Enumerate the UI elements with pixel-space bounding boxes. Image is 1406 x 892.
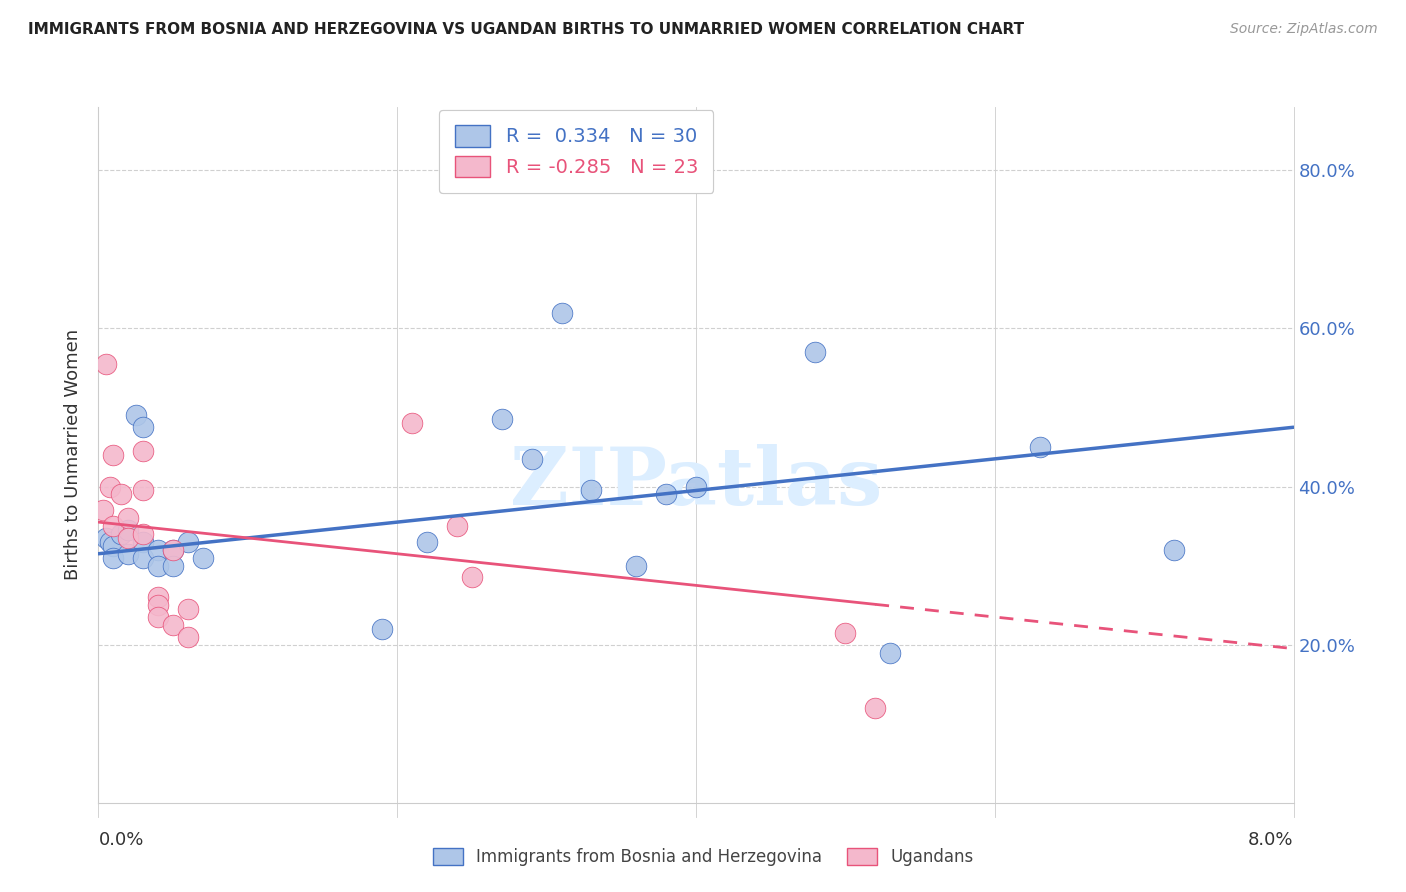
Point <box>110 527 132 541</box>
Point <box>863 701 886 715</box>
Point <box>91 503 114 517</box>
Point <box>98 479 122 493</box>
Point <box>162 558 184 573</box>
Point <box>371 622 394 636</box>
Text: 0.0%: 0.0% <box>98 830 143 848</box>
Y-axis label: Births to Unmarried Women: Births to Unmarried Women <box>63 329 82 581</box>
Text: Source: ZipAtlas.com: Source: ZipAtlas.com <box>1230 22 1378 37</box>
Point <box>685 479 707 493</box>
Point <box>94 531 117 545</box>
Point <box>125 409 148 423</box>
Point <box>177 602 200 616</box>
Point <box>1028 440 1050 454</box>
Point <box>879 646 901 660</box>
Point <box>401 417 423 431</box>
Point <box>110 487 132 501</box>
Point <box>177 534 200 549</box>
Point <box>117 547 139 561</box>
Point <box>103 539 125 553</box>
Legend: R =  0.334   N = 30, R = -0.285   N = 23: R = 0.334 N = 30, R = -0.285 N = 23 <box>440 110 713 193</box>
Point <box>132 534 155 549</box>
Text: 8.0%: 8.0% <box>1249 830 1294 848</box>
Point <box>1163 542 1185 557</box>
Point <box>446 519 468 533</box>
Point <box>191 550 214 565</box>
Point <box>117 511 139 525</box>
Point <box>148 558 170 573</box>
Point <box>132 483 155 498</box>
Point <box>162 542 184 557</box>
Point <box>550 305 572 319</box>
Point <box>132 527 155 541</box>
Point <box>804 345 827 359</box>
Point <box>132 550 155 565</box>
Text: IMMIGRANTS FROM BOSNIA AND HERZEGOVINA VS UGANDAN BIRTHS TO UNMARRIED WOMEN CORR: IMMIGRANTS FROM BOSNIA AND HERZEGOVINA V… <box>28 22 1024 37</box>
Point <box>461 570 484 584</box>
Legend: Immigrants from Bosnia and Herzegovina, Ugandans: Immigrants from Bosnia and Herzegovina, … <box>425 840 981 875</box>
Point <box>103 550 125 565</box>
Point <box>117 523 139 537</box>
Point <box>117 531 139 545</box>
Point <box>416 534 439 549</box>
Point <box>103 448 125 462</box>
Point <box>148 610 170 624</box>
Point <box>162 542 184 557</box>
Text: ZIPatlas: ZIPatlas <box>510 443 882 522</box>
Point <box>148 591 170 605</box>
Point <box>148 542 170 557</box>
Point <box>162 618 184 632</box>
Point <box>624 558 647 573</box>
Point <box>94 357 117 371</box>
Point <box>148 598 170 612</box>
Point <box>581 483 603 498</box>
Point <box>834 625 856 640</box>
Point <box>491 412 513 426</box>
Point <box>98 534 122 549</box>
Point <box>655 487 678 501</box>
Point <box>132 420 155 434</box>
Point <box>132 444 155 458</box>
Point <box>520 451 543 466</box>
Point <box>177 630 200 644</box>
Point <box>103 519 125 533</box>
